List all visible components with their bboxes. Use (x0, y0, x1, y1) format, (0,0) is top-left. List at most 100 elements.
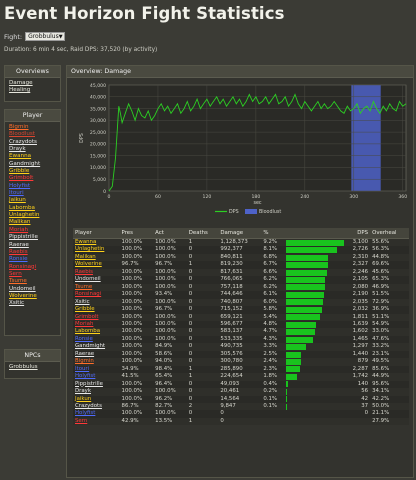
player-link[interactable]: Pippistrille (9, 234, 38, 241)
player-cell[interactable]: Jaikun (75, 395, 92, 402)
fight-select[interactable]: Grobbulus ▼ (25, 32, 66, 41)
damage-share-bar (285, 321, 344, 328)
player-link[interactable]: Gribble (9, 168, 30, 175)
player-cell[interactable]: Itouri (75, 365, 90, 372)
player-link[interactable]: Raebis (9, 248, 28, 255)
player-cell[interactable]: Sern (73, 417, 120, 426)
dps-cell: 1,602 (343, 328, 371, 336)
player-link[interactable]: Jaikun (9, 197, 26, 204)
table-row: Pippistrille 100.0% 96.4% 0 49,093 0.4% 140 95.… (73, 381, 409, 388)
player-cell[interactable]: Tsume (73, 283, 120, 292)
player-link[interactable]: Drayk (9, 146, 26, 153)
column-header[interactable]: Player (73, 228, 120, 239)
overview-link-healing[interactable]: Healing (9, 87, 31, 94)
column-header[interactable]: Act (153, 228, 187, 239)
player-link[interactable]: Grimbolt (9, 175, 34, 182)
column-header[interactable]: DPS (343, 228, 371, 239)
players-title: Player (5, 110, 60, 122)
player-cell[interactable]: Ronsie (75, 335, 93, 342)
player-link[interactable]: Ronsie (9, 256, 28, 263)
player-cell[interactable]: Grimbolt (73, 313, 120, 321)
column-header[interactable]: Damage (218, 228, 262, 239)
y-axis-label: DPS (79, 133, 85, 143)
player-link[interactable]: Itouri (9, 190, 24, 197)
player-cell[interactable]: Raebis (73, 268, 120, 277)
pres-cell: 100.0% (121, 291, 143, 298)
act-cell: 58.6% (155, 350, 173, 357)
player-link[interactable]: Unlaghetin (9, 212, 40, 219)
damage-share-bar (285, 298, 344, 307)
table-row: Ronsie 100.0% 100.0% 0 533,335 4.3% 1,465 47.6% (73, 336, 409, 343)
damage-cell: 819,230 (220, 261, 243, 268)
player-cell[interactable]: Drayk (73, 388, 120, 396)
player-link[interactable]: Ronsinagi (9, 263, 37, 270)
damage-share-bar (285, 246, 344, 254)
act-cell: 98.4% (155, 365, 173, 372)
player-cell[interactable]: Undomeil (75, 276, 101, 283)
act-cell: 13.5% (153, 417, 187, 426)
player-link[interactable]: Bloodlust (9, 131, 35, 138)
player-link[interactable]: Crazydots (9, 138, 37, 145)
column-header[interactable] (285, 228, 344, 239)
player-link[interactable]: Gandmight (9, 160, 41, 167)
dps-cell: 1,639 (352, 320, 369, 327)
overheal-cell: 42.2% (372, 395, 390, 402)
overviews-title: Overviews (5, 66, 60, 78)
pres-cell: 100.0% (119, 328, 154, 336)
deaths-cell: 1 (188, 365, 193, 372)
damage-share-bar (285, 373, 344, 381)
player-link[interactable]: Malikan (9, 219, 31, 226)
player-cell[interactable]: Ewanna (73, 238, 120, 247)
pres-cell: 100.0% (121, 395, 143, 402)
legend-dps-label: DPS (229, 209, 239, 215)
y-tick-label: 35,000 (90, 106, 106, 112)
act-cell: 100.0% (153, 313, 187, 321)
player-cell[interactable]: Holyfist (73, 373, 120, 381)
damage-cell: 1,128,373 (218, 238, 262, 247)
damage-share-fill (285, 373, 297, 380)
overview-link-damage[interactable]: Damage (9, 80, 33, 86)
player-cell[interactable]: Raerae (75, 350, 95, 357)
damage-cell: 285,890 (220, 365, 243, 372)
player-cell[interactable]: Wolverine (75, 261, 102, 268)
player-link[interactable]: Tsume (9, 278, 27, 285)
player-link[interactable]: Labomba (9, 204, 35, 211)
dps-cell: 140 (357, 380, 369, 387)
damage-share-bar (285, 313, 344, 321)
player-cell[interactable]: Holyfist (75, 410, 96, 417)
column-header[interactable]: % (261, 228, 286, 239)
player-cell[interactable]: Ronsinagi (75, 291, 102, 298)
player-link[interactable]: Ewanna (9, 153, 32, 160)
overheal-cell: 21.1% (372, 410, 390, 417)
deaths-cell: 0 (188, 291, 193, 298)
pct-cell (261, 410, 285, 417)
deaths-cell: 1 (186, 238, 219, 247)
dps-chart: 0 5,000 10,000 15,000 20,000 25,000 30,000 35,0… (79, 83, 407, 215)
column-header[interactable]: Deaths (186, 228, 219, 239)
player-link[interactable]: Sern (9, 270, 22, 277)
player-link[interactable]: Bigmin (9, 124, 29, 130)
player-link[interactable]: Raerae (9, 241, 29, 248)
player-link[interactable]: Undomeil (9, 285, 36, 292)
deaths-cell: 0 (186, 283, 219, 292)
npc-link[interactable]: Grobbulus (9, 364, 38, 370)
dps-cell: 1,440 (352, 350, 369, 357)
player-cell[interactable]: Pippistrille (75, 380, 103, 387)
player-cell[interactable]: Gandmight (73, 343, 120, 351)
overheal-cell: 45.6% (370, 268, 409, 277)
player-link[interactable]: Moriah (9, 226, 29, 233)
player-cell[interactable]: Unlaghetin (75, 246, 105, 253)
column-header[interactable]: Pres (119, 228, 154, 239)
player-link[interactable]: Wolverine (9, 292, 37, 299)
player-cell[interactable]: Malikan (73, 253, 120, 262)
player-cell[interactable]: Moriah (75, 320, 94, 327)
player-cell[interactable]: Labomba (73, 328, 120, 336)
player-cell[interactable]: Xsitic (73, 298, 120, 307)
player-cell[interactable]: Bigmin (73, 358, 120, 366)
player-cell[interactable]: Crazydots (73, 402, 120, 411)
player-link[interactable]: Xsitic (9, 300, 25, 307)
column-header[interactable]: Overheal (370, 228, 409, 239)
player-cell[interactable]: Gribble (75, 306, 95, 313)
npcs-list: Grobbulus (5, 362, 60, 373)
player-link[interactable]: Holyfist (9, 182, 31, 189)
